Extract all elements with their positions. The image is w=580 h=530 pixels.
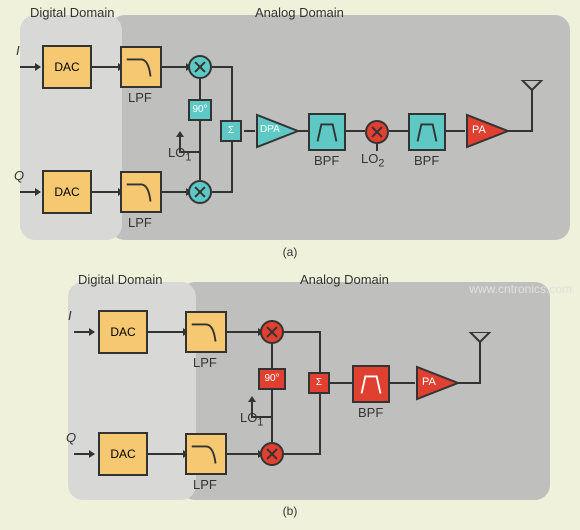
diagram-a: Digital Domain Analog Domain I Q DAC DAC… bbox=[10, 5, 570, 265]
bpf-1 bbox=[308, 113, 346, 151]
lpf-i-label: LPF bbox=[128, 90, 152, 105]
dac-i: DAC bbox=[42, 45, 92, 89]
pa-label-b: PA bbox=[422, 376, 436, 388]
lpf-q-label-b: LPF bbox=[193, 477, 217, 492]
digital-domain-label: Digital Domain bbox=[30, 5, 115, 20]
input-q-label: Q bbox=[14, 168, 24, 183]
mixer-i-b bbox=[260, 320, 284, 344]
lo1-label-b: LO1 bbox=[240, 410, 263, 429]
lpf-q-label: LPF bbox=[128, 215, 152, 230]
mixer-i bbox=[188, 55, 212, 79]
input-q-arrow bbox=[20, 191, 40, 193]
mixer-q bbox=[188, 180, 212, 204]
mixer-q-b bbox=[260, 442, 284, 466]
input-q-label-b: Q bbox=[66, 430, 76, 445]
bpf-2-label: BPF bbox=[414, 153, 439, 168]
bpf-2 bbox=[408, 113, 446, 151]
lpf-q-b bbox=[185, 433, 227, 475]
analog-domain-label: Analog Domain bbox=[255, 5, 344, 20]
pa-label: PA bbox=[472, 124, 486, 136]
phase-90: 90° bbox=[188, 99, 212, 121]
lpf-i-b bbox=[185, 311, 227, 353]
input-q-arrow-b bbox=[74, 453, 94, 455]
input-i-arrow bbox=[20, 66, 40, 68]
bpf-1-label: BPF bbox=[314, 153, 339, 168]
diagram-b: Digital Domain Analog Domain I Q DAC DAC… bbox=[10, 272, 570, 522]
lpf-i-label-b: LPF bbox=[193, 355, 217, 370]
antenna-icon bbox=[520, 80, 550, 110]
mixer-lo2 bbox=[365, 120, 389, 144]
input-i-arrow-b bbox=[74, 331, 94, 333]
phase-90-b: 90° bbox=[258, 368, 286, 390]
dac-i-b: DAC bbox=[98, 310, 148, 354]
dac-q: DAC bbox=[42, 170, 92, 214]
bpf-b bbox=[352, 365, 390, 403]
sigma: Σ bbox=[220, 120, 242, 142]
caption-b: (b) bbox=[10, 504, 570, 518]
antenna-icon-b bbox=[468, 332, 498, 362]
digital-domain-label-b: Digital Domain bbox=[78, 272, 163, 287]
lpf-q bbox=[120, 171, 162, 213]
input-i-label: I bbox=[16, 43, 20, 58]
lo2-label: LO2 bbox=[361, 151, 384, 170]
caption-a: (a) bbox=[10, 245, 570, 259]
dpa-label: DPA bbox=[260, 124, 280, 135]
analog-domain-label-b: Analog Domain bbox=[300, 272, 389, 287]
bpf-b-label: BPF bbox=[358, 405, 383, 420]
lpf-i bbox=[120, 46, 162, 88]
sigma-b: Σ bbox=[308, 372, 330, 394]
watermark: www.cntronics.com bbox=[469, 282, 572, 296]
dac-q-b: DAC bbox=[98, 432, 148, 476]
lo1-label: LO1 bbox=[168, 145, 191, 164]
input-i-label-b: I bbox=[68, 308, 72, 323]
